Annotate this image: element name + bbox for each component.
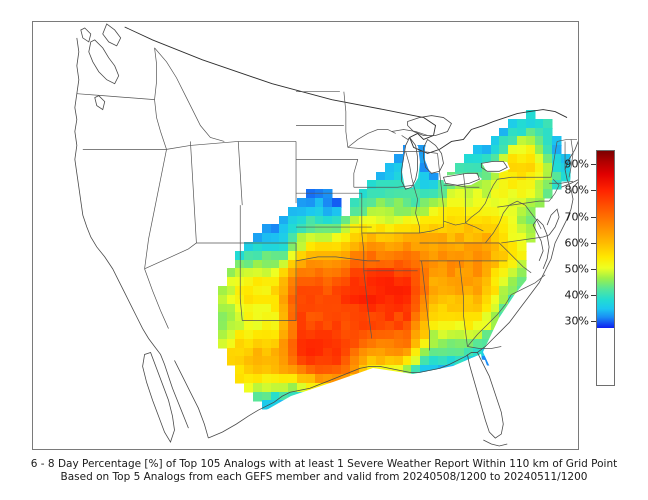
colorbar-gradient-ramp: [597, 151, 614, 328]
colorbar-tick-mark: [591, 269, 596, 270]
colorbar: 90% 80% 70% 60% 50% 40% 30%: [565, 150, 615, 386]
colorbar-tick-mark: [591, 321, 596, 323]
map-clip-region: [33, 22, 578, 449]
colorbar-tick-label: 60%: [564, 236, 589, 250]
colorbar-tick-mark: [591, 295, 596, 297]
colorbar-tick-label: 40%: [564, 288, 589, 302]
map-axes-frame: [32, 21, 579, 450]
colorbar-tick-label: 80%: [564, 183, 589, 197]
analog-percentage-raster: [33, 22, 578, 449]
colorbar-tick-label: 50%: [564, 262, 589, 276]
colorbar-tick-mark: [591, 164, 596, 166]
colorbar-tick-group: 90% 80% 70% 60% 50% 40% 30%: [565, 150, 648, 386]
caption-line-1: 6 - 8 Day Percentage [%] of Top 105 Anal…: [30, 458, 618, 470]
colorbar-tick-label: 30%: [564, 314, 589, 328]
colorbar-tick-mark: [591, 190, 596, 192]
colorbar-tick-label: 90%: [564, 157, 589, 171]
figure-caption: 6 - 8 Day Percentage [%] of Top 105 Anal…: [0, 458, 648, 484]
caption-line-2: Based on Top 5 Analogs from each GEFS me…: [60, 471, 588, 483]
colorbar-tick-mark: [591, 242, 596, 244]
colorbar-tick-label: 70%: [564, 210, 589, 224]
colorbar-tick-mark: [591, 216, 596, 218]
